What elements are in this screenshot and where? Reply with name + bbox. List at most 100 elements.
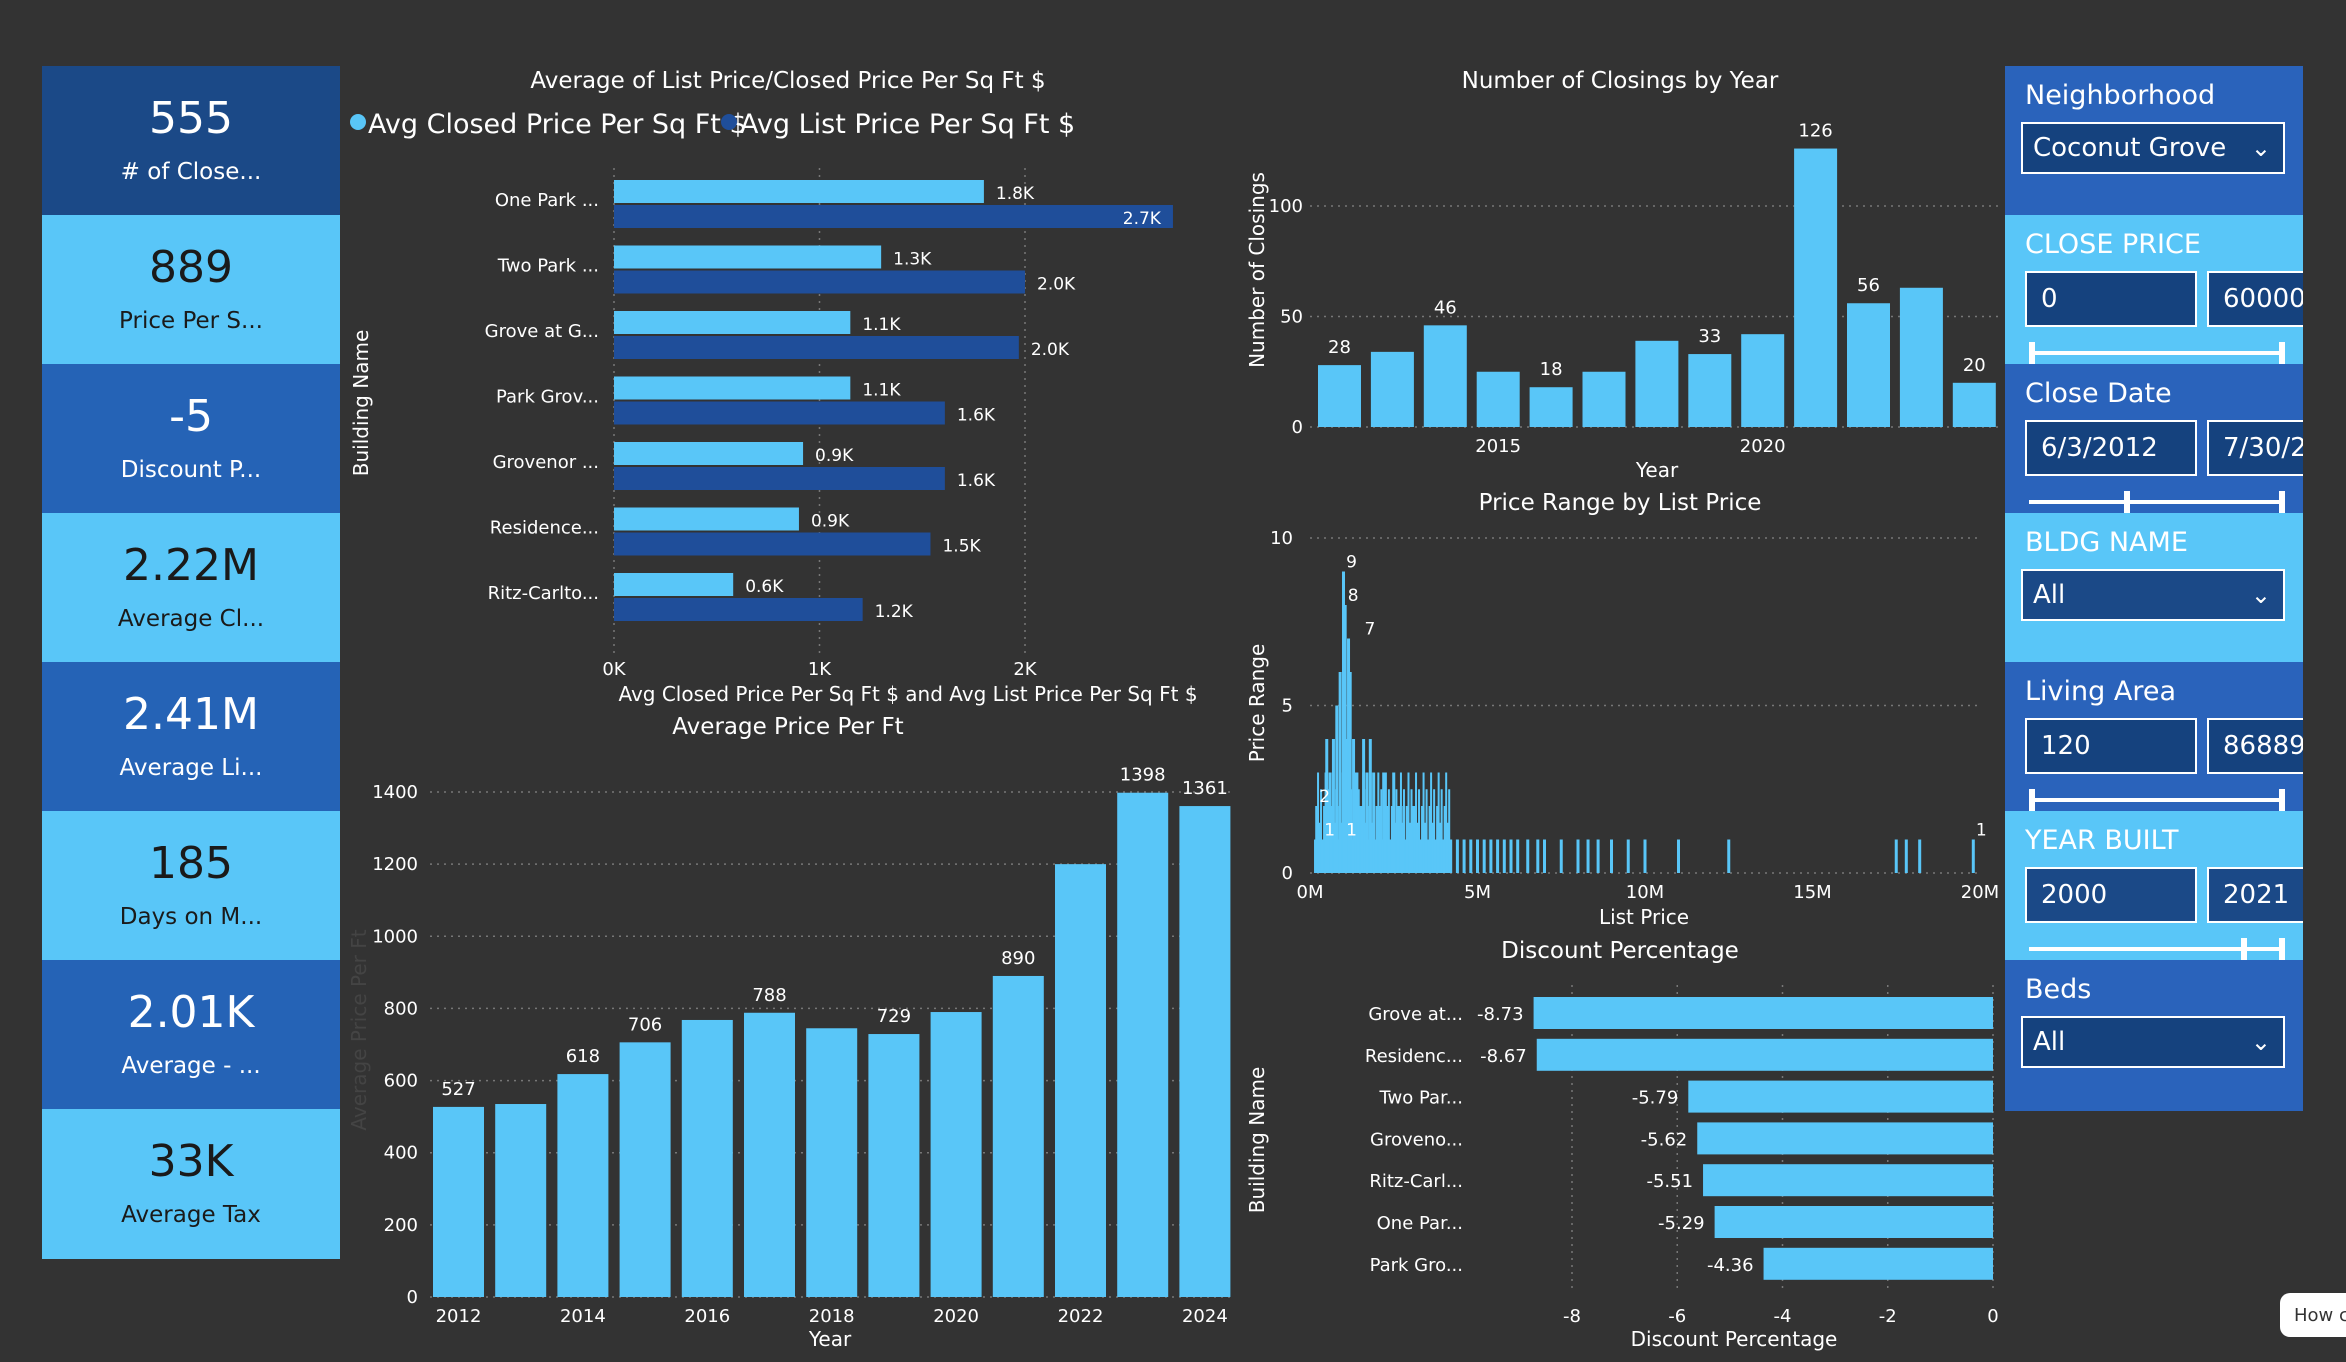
- data-label: 0.9K: [811, 512, 850, 532]
- slicer-neighborhood: Neighborhood Coconut Grove ⌄: [2005, 66, 2303, 215]
- living-area-slider[interactable]: [2029, 789, 2285, 811]
- bar: [1314, 839, 1317, 873]
- data-label: 527: [441, 1079, 475, 1100]
- data-label: 788: [752, 985, 786, 1006]
- y-tick-label: Groveno...: [1370, 1129, 1463, 1150]
- y-tick-label: 5: [1282, 696, 1293, 717]
- close-price-slider[interactable]: [2029, 342, 2285, 364]
- bar: [1357, 789, 1360, 873]
- bar: [1356, 822, 1359, 873]
- x-tick-label: 2015: [1475, 436, 1521, 457]
- bar: [1904, 839, 1908, 873]
- beds-dropdown[interactable]: All ⌄: [2021, 1016, 2285, 1068]
- data-label: 1361: [1182, 778, 1228, 799]
- x-tick-label: 2020: [933, 1306, 979, 1327]
- bar: [1455, 839, 1459, 873]
- close-price-min-input[interactable]: 0: [2025, 271, 2197, 327]
- x-axis-label: List Price: [1599, 905, 1689, 929]
- data-label: -5.62: [1641, 1129, 1688, 1150]
- data-label: 1.2K: [875, 602, 914, 622]
- bar: [1395, 789, 1398, 873]
- kpi-label: Discount P...: [120, 456, 262, 483]
- close-price-max-input[interactable]: 60000: [2207, 271, 2303, 327]
- bar: [1437, 772, 1440, 873]
- chevron-down-icon: ⌄: [2250, 581, 2271, 609]
- bar: [1847, 303, 1890, 427]
- bar-list: [614, 401, 945, 425]
- chevron-down-icon: ⌄: [2250, 1028, 2271, 1056]
- bar: [1416, 822, 1419, 873]
- x-tick-label: 2K: [1013, 659, 1037, 680]
- bar: [1469, 839, 1473, 873]
- slider-handle-min[interactable]: [2241, 938, 2247, 960]
- bar: [1381, 839, 1384, 873]
- bar-list: [614, 270, 1025, 294]
- close-date-slider[interactable]: [2029, 491, 2285, 513]
- slider-handle-max[interactable]: [2279, 491, 2285, 513]
- bar: [1318, 822, 1321, 873]
- bar: [1536, 839, 1540, 873]
- close-date-min-input[interactable]: 6/3/2012: [2025, 420, 2197, 476]
- bar: [1363, 822, 1366, 873]
- slider-handle-max[interactable]: [2279, 789, 2285, 811]
- x-tick-label: 1K: [808, 659, 832, 680]
- chart-discount-percentage: Discount Percentage Building Name Discou…: [1245, 938, 1999, 1351]
- slider-handle-max[interactable]: [2279, 938, 2285, 960]
- x-tick-label: 2018: [809, 1306, 855, 1327]
- bar: [1324, 772, 1327, 873]
- dropdown-value: Coconut Grove: [2033, 133, 2227, 163]
- neighborhood-dropdown[interactable]: Coconut Grove ⌄: [2021, 122, 2285, 174]
- close-date-max-input[interactable]: 7/30/2: [2207, 420, 2303, 476]
- bar: [1354, 772, 1357, 873]
- x-tick-label: -4: [1774, 1306, 1792, 1327]
- bar: [1332, 772, 1335, 873]
- bar: [1436, 806, 1439, 873]
- year-built-max-input[interactable]: 2021: [2207, 867, 2303, 923]
- bar: [1399, 772, 1402, 873]
- data-label: 1.1K: [862, 381, 901, 401]
- slicer-close-price: CLOSE PRICE 0 60000: [2005, 215, 2303, 364]
- bar: [1380, 789, 1383, 873]
- bar: [1703, 1164, 1993, 1197]
- y-tick-label: 0: [1282, 863, 1293, 884]
- bar: [1596, 839, 1600, 873]
- x-tick-label: 0K: [602, 659, 626, 680]
- dropdown-value: All: [2033, 1027, 2066, 1057]
- help-popup-button[interactable]: How c: [2280, 1293, 2346, 1337]
- bar: [1347, 772, 1350, 873]
- chart-closings-by-year: Number of Closings by Year Number of Clo…: [1245, 68, 2000, 482]
- bar: [1433, 789, 1436, 873]
- bar: [1502, 839, 1506, 873]
- bar: [744, 1012, 795, 1297]
- bldg-name-dropdown[interactable]: All ⌄: [2021, 569, 2285, 621]
- bar-closed: [614, 376, 851, 400]
- y-axis-label: Building Name: [349, 330, 373, 477]
- bar: [1404, 839, 1407, 873]
- bar: [1351, 839, 1354, 873]
- bar: [1390, 806, 1393, 873]
- chart-average-price-per-ft: Average Price Per Ft Average Price Per F…: [347, 714, 1232, 1351]
- year-built-min-input[interactable]: 2000: [2025, 867, 2197, 923]
- living-area-max-input[interactable]: 86889: [2207, 718, 2303, 774]
- bar: [1418, 789, 1421, 873]
- bar: [1442, 839, 1445, 873]
- data-label: -5.79: [1632, 1088, 1679, 1109]
- bar: [1366, 839, 1369, 873]
- bar: [1407, 772, 1410, 873]
- bar: [1362, 772, 1365, 873]
- bar: [1526, 839, 1530, 873]
- bar: [1421, 806, 1424, 873]
- slider-handle-min[interactable]: [2029, 342, 2035, 364]
- slider-handle-min[interactable]: [2029, 789, 2035, 811]
- kpi-card-avg-tax: 33K Average Tax: [42, 1109, 340, 1259]
- bar: [1576, 839, 1580, 873]
- bar: [1326, 822, 1329, 873]
- slider-handle-min[interactable]: [2124, 491, 2130, 513]
- data-label: 8: [1348, 586, 1359, 606]
- living-area-min-input[interactable]: 120: [2025, 718, 2197, 774]
- data-label: 56: [1857, 275, 1880, 296]
- y-tick-label: Grove at G...: [485, 321, 599, 342]
- bar: [1422, 772, 1425, 873]
- slider-handle-max[interactable]: [2279, 342, 2285, 364]
- year-built-slider[interactable]: [2029, 938, 2285, 960]
